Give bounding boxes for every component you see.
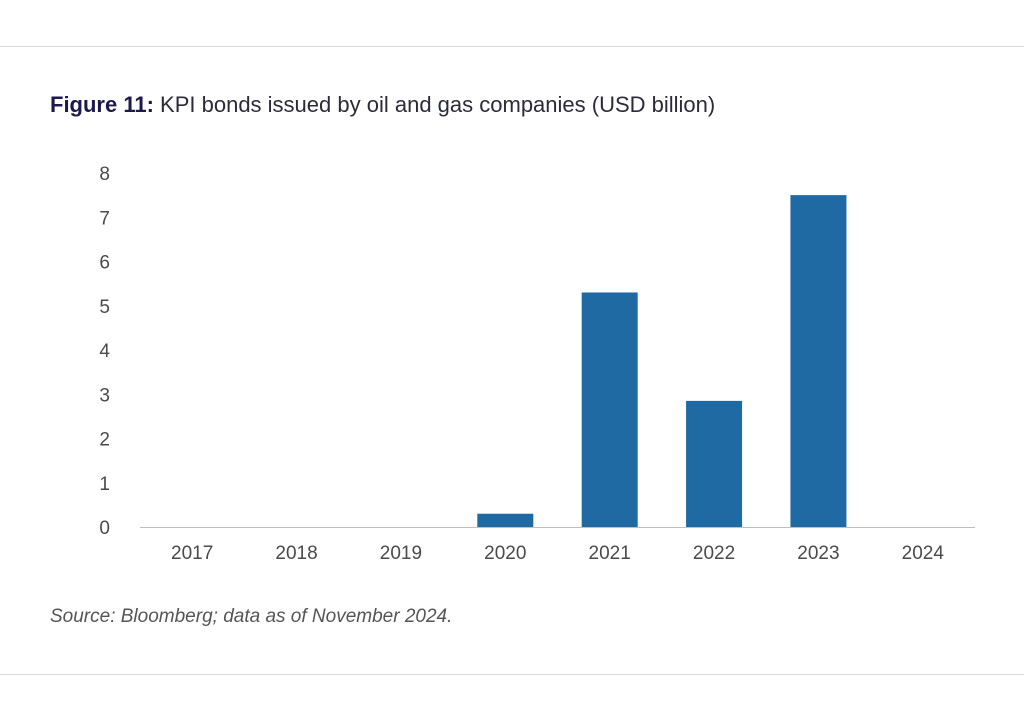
top-divider: [0, 46, 1024, 47]
bar-2020: [477, 513, 534, 527]
y-tick-label: 8: [99, 164, 110, 185]
y-tick-label: 3: [99, 385, 110, 406]
bar-2022: [686, 400, 743, 527]
x-tick-label: 2022: [693, 543, 735, 564]
source-note: Source: Bloomberg; data as of November 2…: [50, 606, 453, 627]
y-tick-label: 4: [99, 341, 110, 362]
x-tick-label: 2024: [902, 543, 945, 564]
x-tick-label: 2020: [484, 543, 526, 564]
bottom-divider: [0, 674, 1024, 675]
x-tick-label: 2019: [380, 543, 422, 564]
y-tick-label: 1: [99, 474, 110, 495]
y-tick-label: 6: [99, 253, 110, 274]
x-tick-label: 2018: [275, 543, 317, 564]
figure-label: Figure 11:: [50, 92, 154, 117]
y-tick-label: 0: [99, 518, 110, 539]
y-tick-label: 5: [99, 297, 110, 318]
bar-2023: [790, 195, 847, 527]
bar-2021: [581, 292, 638, 527]
y-tick-label: 7: [99, 208, 110, 229]
x-tick-label: 2023: [797, 543, 839, 564]
x-tick-label: 2021: [589, 543, 631, 564]
y-tick-label: 2: [99, 430, 110, 451]
y-axis-ticks: 0 1 2 3 4 5 6 7 8: [99, 164, 110, 539]
figure-title-text: KPI bonds issued by oil and gas companie…: [160, 92, 716, 117]
figure-title: Figure 11: KPI bonds issued by oil and g…: [50, 92, 715, 118]
bars: [477, 195, 847, 527]
x-axis-ticks: 2017 2018 2019 2020 2021 2022 2023 2024: [171, 543, 944, 564]
x-tick-label: 2017: [171, 543, 213, 564]
